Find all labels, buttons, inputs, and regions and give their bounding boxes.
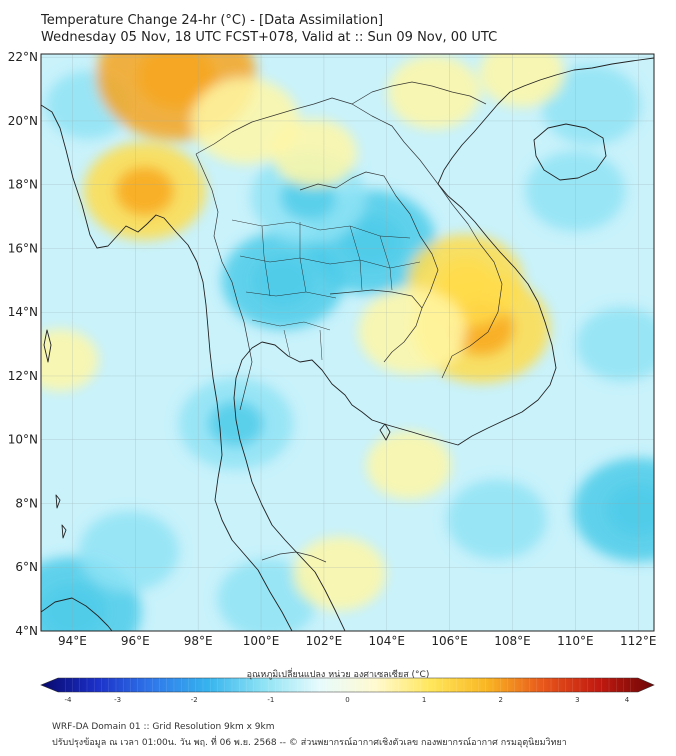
colorbar-segment-lines <box>65 678 631 692</box>
colorbar-title: อุณหภูมิเปลี่ยนแปลง หน่วย องศาเซลเซียส (… <box>246 670 430 680</box>
warm-anomaly-core <box>137 54 215 109</box>
cool-anomaly-core <box>607 483 654 536</box>
colorbar-gradient <box>40 677 655 693</box>
longitude-label: 112°E <box>620 634 657 648</box>
latitude-label: 22°N <box>8 50 38 64</box>
colorbar-tick-label: -3 <box>114 696 121 704</box>
cool-anomaly-core <box>253 255 313 305</box>
warm-anomaly <box>366 431 452 500</box>
cool-anomaly <box>217 559 318 631</box>
border-laos-vietnam <box>351 103 503 379</box>
warm-anomaly <box>293 536 386 611</box>
longitude-label: 108°E <box>494 634 531 648</box>
warm-anomaly-core <box>115 166 175 216</box>
coastlines <box>41 57 654 631</box>
footer-update-info: ปรับปรุงข้อมูล ณ เวลา 01:00น. วัน พฤ. ที… <box>52 738 567 748</box>
temperature-anomaly-layer <box>41 54 654 631</box>
coastline-andaman <box>43 329 67 539</box>
country-borders <box>195 81 503 563</box>
warm-anomaly <box>41 329 99 392</box>
warm-anomaly <box>479 54 565 108</box>
cool-anomaly-core <box>208 400 264 447</box>
colorbar-tick-label: 4 <box>625 696 630 704</box>
map-title: Temperature Change 24-hr (°C) - [Data As… <box>41 13 384 28</box>
border-thailand-malaysia <box>261 551 327 563</box>
coastline-myanmar <box>41 104 223 456</box>
latitude-label: 10°N <box>8 433 38 447</box>
colorbar-tick-label: -2 <box>191 696 198 704</box>
lat-lon-gridlines <box>41 54 654 631</box>
border-thailand-cambodia <box>329 289 423 363</box>
colorbar-tick-label: 3 <box>575 696 579 704</box>
coastline-cambodia-vietnam-south <box>383 183 557 446</box>
coastline-peninsula-west <box>214 454 293 631</box>
warm-anomaly <box>387 55 481 130</box>
cool-anomaly <box>79 511 180 592</box>
colorbar-tick-label: 1 <box>422 696 426 704</box>
coastline-phu-quoc <box>379 423 391 441</box>
temperature-field <box>41 54 654 631</box>
cool-anomaly-core <box>41 584 106 631</box>
warm-anomaly <box>271 118 357 187</box>
longitude-label: 110°E <box>557 634 594 648</box>
map-subtitle: Wednesday 05 Nov, 18 UTC FCST+078, Valid… <box>41 30 498 45</box>
colorbar: -4 -3 -2 -1 0 1 2 3 4 <box>40 677 655 704</box>
latitude-label: 6°N <box>15 560 38 574</box>
coastline-gulf-top <box>261 341 385 425</box>
longitude-label: 102°E <box>306 634 343 648</box>
border-laos-thailand <box>299 171 439 309</box>
footer-model-info: WRF-DA Domain 01 :: Grid Resolution 9km … <box>52 722 275 732</box>
longitude-label: 96°E <box>121 634 150 648</box>
map-title-block: Temperature Change 24-hr (°C) - [Data As… <box>41 12 497 46</box>
latitude-label: 18°N <box>8 178 38 192</box>
longitude-label: 104°E <box>369 634 406 648</box>
latitude-label: 8°N <box>15 496 38 510</box>
longitude-label: 100°E <box>243 634 280 648</box>
latitude-label: 16°N <box>8 241 38 255</box>
colorbar-tick-label: 2 <box>499 696 503 704</box>
coastline-sumatra <box>41 597 113 631</box>
colorbar-ticks: -4 -3 -2 -1 0 1 2 3 4 <box>65 696 630 704</box>
latitude-labels: 22°N 20°N 18°N 16°N 14°N 12°N 10°N 8°N 6°N 4°N <box>8 50 38 638</box>
coastline-hainan <box>533 123 607 181</box>
colorbar-tick-label: -1 <box>267 696 274 704</box>
longitude-labels: 94°E 96°E 98°E 100°E 102°E 104°E 106°E 108°E 110… <box>58 634 657 648</box>
map-frame <box>40 53 655 632</box>
warm-anomaly-core <box>437 257 493 304</box>
longitude-label: 98°E <box>184 634 213 648</box>
coastline-peninsula-east <box>233 341 346 631</box>
latitude-label: 12°N <box>8 369 38 383</box>
cool-anomaly <box>541 65 642 146</box>
longitude-label: 94°E <box>58 634 87 648</box>
longitude-label: 106°E <box>431 634 468 648</box>
province-lines <box>231 219 421 361</box>
cool-anomaly <box>576 307 654 382</box>
border-china <box>195 81 487 155</box>
colorbar-tick-label: -4 <box>65 696 73 704</box>
latitude-label: 4°N <box>15 624 38 638</box>
colorbar-tick-label: 0 <box>345 696 349 704</box>
border-thailand-myanmar <box>195 153 253 411</box>
coastline-tonkin <box>437 57 654 185</box>
latitude-label: 14°N <box>8 305 38 319</box>
cool-anomaly <box>446 479 547 560</box>
latitude-label: 20°N <box>8 114 38 128</box>
